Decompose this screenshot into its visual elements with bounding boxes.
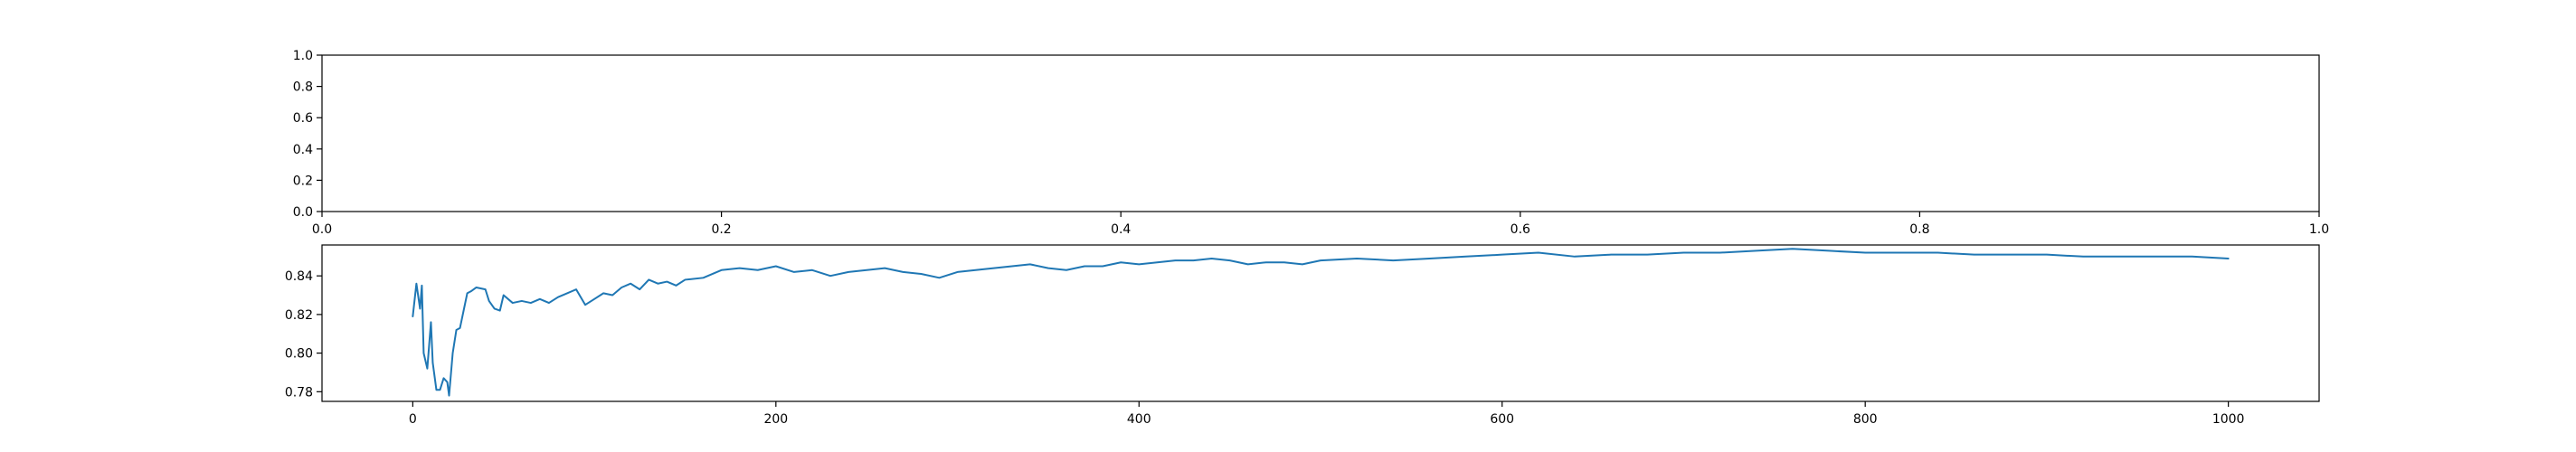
bottom-x-tick-label: 400 bbox=[1127, 412, 1151, 427]
top-y-tick-label: 0.0 bbox=[293, 205, 313, 220]
top-x-tick-label: 1.0 bbox=[2309, 222, 2329, 237]
bottom-axes-frame bbox=[321, 244, 2320, 402]
top-x-tick-label: 0.4 bbox=[1111, 222, 1131, 237]
top-x-tick-label: 0.0 bbox=[312, 222, 332, 237]
top-y-tick-label: 0.2 bbox=[293, 174, 313, 188]
top-y-tick-label: 0.8 bbox=[293, 80, 313, 95]
bottom-x-tick-label: 1000 bbox=[2212, 412, 2245, 427]
top-y-tick-label: 0.4 bbox=[293, 143, 313, 157]
bottom-x-tick-label: 800 bbox=[1853, 412, 1878, 427]
bottom-y-tick-label: 0.80 bbox=[285, 347, 313, 362]
bottom-series-line-0 bbox=[412, 248, 2230, 397]
bottom-axes: 0 200 400 600 800 1000 0.78 0.80 0.82 0.84 bbox=[285, 244, 2320, 427]
top-y-tick-label: 0.6 bbox=[293, 111, 313, 126]
bottom-y-tick-label: 0.78 bbox=[285, 385, 313, 400]
top-x-tick-label: 0.8 bbox=[1909, 222, 1929, 237]
bottom-x-tick-label: 200 bbox=[763, 412, 788, 427]
bottom-y-tick-label: 0.82 bbox=[285, 308, 313, 323]
top-axes: 0.0 0.2 0.4 0.6 0.8 1.0 0.0 0.2 0.4 0.6 0.8 1.0 bbox=[293, 49, 2329, 237]
bottom-x-tick-label: 0 bbox=[409, 412, 417, 427]
bottom-x-tick-label: 600 bbox=[1490, 412, 1514, 427]
top-y-tick-label: 1.0 bbox=[293, 49, 313, 63]
bottom-y-tick-label: 0.84 bbox=[285, 269, 313, 284]
top-x-tick-label: 0.6 bbox=[1511, 222, 1530, 237]
top-x-tick-label: 0.2 bbox=[711, 222, 731, 237]
top-axes-frame bbox=[321, 54, 2320, 212]
